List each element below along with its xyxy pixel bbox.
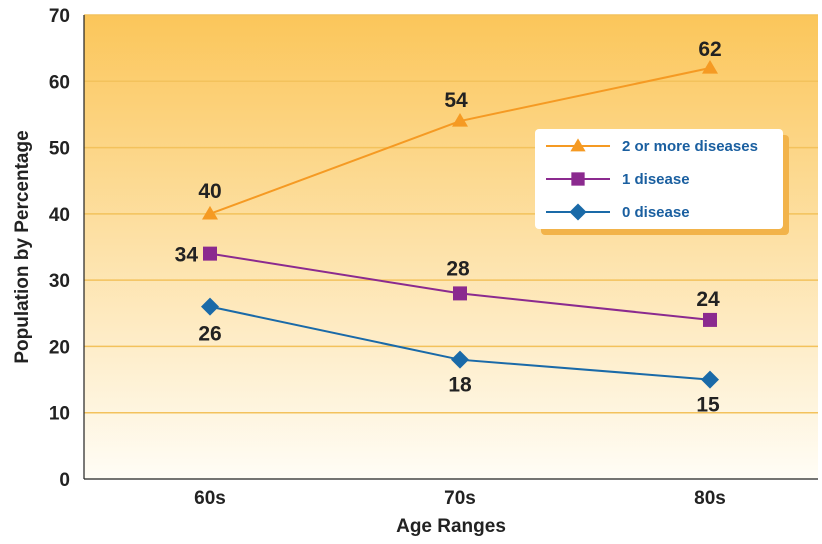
data-label: 18 — [448, 374, 472, 397]
x-tick-label: 60s — [194, 488, 226, 509]
legend-items: 2 or more diseases 1 disease 0 disease — [546, 138, 758, 221]
data-labels: 40 54 62 34 28 24 26 18 15 — [175, 38, 722, 417]
legend-label: 1 disease — [622, 171, 690, 188]
data-point — [203, 246, 217, 261]
y-tick-label: 30 — [49, 271, 70, 292]
data-point — [453, 286, 467, 301]
y-tick-label: 60 — [49, 72, 70, 93]
legend-box — [535, 129, 783, 229]
data-point — [701, 370, 719, 389]
y-axis-title: Population by Percentage — [12, 130, 33, 363]
data-point — [451, 350, 469, 369]
x-axis-title: Age Ranges — [396, 516, 506, 537]
legend-label: 0 disease — [622, 204, 690, 221]
data-label: 54 — [444, 89, 468, 112]
data-label: 62 — [698, 38, 721, 61]
y-tick-label: 40 — [49, 205, 70, 226]
x-tick-label: 80s — [694, 488, 726, 509]
legend-marker — [569, 203, 587, 221]
legend-label: 2 or more diseases — [622, 138, 758, 155]
data-label: 40 — [198, 180, 221, 203]
y-tick-label: 0 — [59, 470, 70, 491]
x-tick-label: 70s — [444, 488, 476, 509]
data-label: 34 — [175, 244, 199, 267]
data-label: 24 — [696, 288, 720, 311]
legend-marker — [571, 172, 585, 186]
data-point — [452, 113, 468, 127]
legend-marker — [570, 138, 586, 152]
y-ticks: 0 10 20 30 40 50 60 70 — [49, 6, 70, 491]
data-label: 28 — [446, 257, 470, 280]
data-label: 15 — [696, 394, 720, 417]
y-tick-label: 10 — [49, 404, 70, 425]
y-tick-label: 50 — [49, 139, 70, 160]
data-point — [201, 297, 219, 316]
data-point — [702, 60, 718, 74]
data-point — [703, 312, 717, 327]
y-tick-label: 20 — [49, 337, 70, 358]
data-label: 26 — [198, 323, 221, 346]
y-tick-label: 70 — [49, 6, 70, 27]
series-layer — [201, 60, 719, 389]
data-point — [202, 205, 218, 220]
legend: 2 or more diseases 1 disease 0 disease — [535, 129, 789, 235]
x-ticks: 60s 70s 80s — [194, 488, 726, 509]
